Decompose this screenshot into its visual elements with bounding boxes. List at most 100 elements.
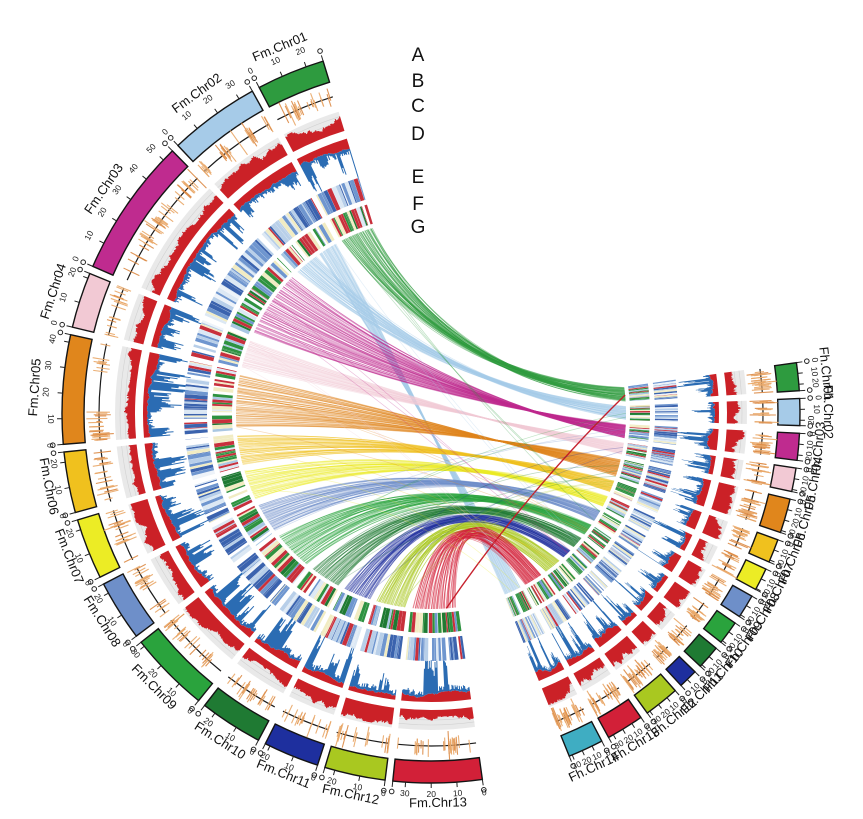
synteny-link [236, 400, 619, 469]
synteny-link [271, 301, 626, 433]
synteny-link [242, 451, 615, 482]
heatmap-e-segment [601, 558, 620, 575]
rug-tick [200, 160, 212, 174]
synteny-link [238, 380, 617, 475]
synteny-link [388, 522, 553, 605]
synteny-link [238, 380, 617, 475]
heatmap-e-segment [306, 198, 322, 221]
heatmap-f-segment [601, 515, 620, 527]
heatmap-e-segment [223, 278, 244, 293]
heatmap-e-segment [186, 446, 210, 452]
synteny-link [249, 341, 622, 455]
heatmap-f-segment [221, 471, 241, 479]
heatmap-f-segment [591, 530, 609, 544]
heatmap-f-segment [621, 469, 642, 477]
heatmap-f-segment [253, 283, 272, 297]
heatmap-f-segment [613, 492, 633, 501]
heatmap-e-segment [252, 569, 271, 587]
heatmap-f-segment [506, 597, 515, 617]
synteny-link [238, 441, 612, 489]
rug-tick [628, 673, 638, 685]
heatmap-e-segment [521, 618, 533, 640]
ideogram [76, 512, 121, 579]
synteny-link [280, 289, 625, 436]
heatmap-e-segment [451, 636, 455, 660]
synteny-link [361, 517, 569, 597]
heatmap-e-segment [284, 214, 300, 234]
synteny-link [313, 512, 575, 571]
heatmap-e-segment [541, 608, 554, 630]
synteny-link [248, 466, 606, 503]
synteny-link [274, 428, 626, 531]
tick-label: 20 [40, 387, 51, 397]
rug-tick [673, 617, 692, 634]
heatmap-f-segment [214, 379, 235, 384]
heatmap-e-segment [587, 574, 604, 592]
rug-tick [313, 99, 319, 112]
rug-tick [111, 304, 126, 311]
heatmap-e-segment [653, 436, 677, 440]
heatmap-e-segment [651, 449, 675, 455]
heatmap-e-segment [279, 591, 297, 612]
tick-label-0: 0 [248, 746, 257, 757]
heatmap-f-segment [215, 451, 236, 457]
synteny-link [238, 440, 612, 490]
rug-tick [587, 698, 595, 710]
heatmap-f-segment [616, 484, 636, 493]
heatmap-e-segment [187, 452, 211, 460]
synteny-link [269, 304, 626, 432]
synteny-link [394, 526, 555, 606]
heatmap-f-segment [508, 597, 517, 616]
synteny-link [314, 256, 626, 420]
chromosome-end-pin [64, 520, 71, 526]
synteny-link [345, 518, 564, 590]
rug-tick [187, 168, 207, 189]
rug-tick [95, 479, 113, 485]
heatmap-f-segment [448, 611, 454, 633]
rug-tick [352, 727, 358, 742]
track-label-f: F [412, 194, 424, 215]
heatmap-f-segment [242, 300, 261, 313]
heatmap-f-segment [582, 542, 599, 557]
heatmap-e-segment [213, 519, 235, 534]
synteny-link [307, 262, 627, 414]
chromosome-end-pin [319, 774, 325, 781]
rug-tick [579, 706, 585, 716]
synteny-link [396, 527, 557, 607]
synteny-link [236, 425, 621, 461]
rug-tick [749, 441, 769, 445]
synteny-link [313, 257, 627, 419]
red-density-histogram [573, 657, 605, 687]
heatmap-f-segment [625, 453, 646, 459]
chromosome-end-pin [91, 586, 98, 592]
synteny-link [242, 365, 624, 444]
synteny-link [335, 508, 581, 585]
inner-blue-histogram [304, 631, 356, 684]
heatmap-f-segment [603, 512, 622, 523]
synteny-link [395, 526, 556, 606]
heatmap-e-segment [297, 203, 314, 226]
heatmap-e-segment [201, 322, 224, 332]
rug-tick [155, 216, 168, 226]
heatmap-e-segment [211, 517, 234, 531]
chromosome-end-pin [775, 563, 782, 570]
heatmap-e-segment [366, 630, 377, 654]
synteny-link [236, 425, 621, 461]
chromosome-label: Fm.Chr05 [25, 358, 44, 417]
rug-tick [730, 538, 752, 549]
heatmap-e-segment [184, 416, 208, 419]
tick-label: 20 [797, 486, 809, 498]
rug-tick [718, 559, 737, 569]
heatmap-f-segment [212, 402, 233, 405]
heatmap-f-segment [372, 605, 381, 626]
synteny-link [272, 300, 626, 433]
rug-tick [315, 719, 322, 734]
heatmap-f-segment [627, 445, 648, 450]
chromosome-end-pin [644, 723, 650, 729]
rug-tick [234, 674, 243, 686]
heatmap-f-segment [562, 563, 576, 579]
synteny-link [246, 461, 604, 505]
heatmap-f-segment [583, 540, 600, 555]
heatmap-e-segment [596, 564, 615, 581]
